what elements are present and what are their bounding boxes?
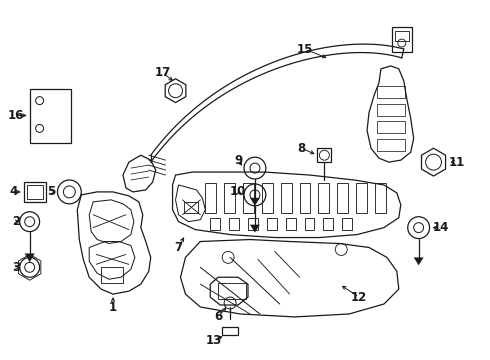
Text: 16: 16 <box>7 109 24 122</box>
Bar <box>377 86 405 98</box>
Text: 6: 6 <box>214 310 222 323</box>
Text: 4: 4 <box>10 185 18 198</box>
Bar <box>299 183 311 213</box>
Text: 9: 9 <box>234 154 242 167</box>
Bar <box>243 183 254 213</box>
Text: 5: 5 <box>48 185 56 198</box>
Bar <box>262 183 273 213</box>
Bar <box>318 148 331 162</box>
Text: 3: 3 <box>12 261 20 274</box>
Text: 17: 17 <box>154 66 171 79</box>
Bar <box>377 121 405 133</box>
Bar <box>286 218 295 230</box>
Bar <box>337 183 348 213</box>
Bar <box>30 89 72 143</box>
Bar <box>377 104 405 116</box>
Bar <box>101 267 123 283</box>
Text: 14: 14 <box>432 221 449 234</box>
Bar <box>318 183 329 213</box>
Bar <box>356 183 367 213</box>
Bar <box>305 218 315 230</box>
Text: 13: 13 <box>206 334 222 347</box>
Bar <box>281 183 292 213</box>
Bar <box>210 218 220 230</box>
Text: 8: 8 <box>297 142 306 155</box>
Polygon shape <box>24 253 35 262</box>
Bar <box>267 218 277 230</box>
Bar <box>375 183 386 213</box>
Bar <box>205 183 216 213</box>
Polygon shape <box>250 225 260 233</box>
Bar <box>26 185 43 199</box>
Bar <box>248 218 258 230</box>
Bar <box>184 202 198 213</box>
Bar <box>377 139 405 151</box>
Bar <box>323 218 333 230</box>
Bar <box>395 31 409 41</box>
Polygon shape <box>414 257 424 265</box>
Bar <box>24 182 46 202</box>
Bar <box>222 327 238 335</box>
Text: 7: 7 <box>174 241 183 254</box>
Text: 10: 10 <box>230 185 246 198</box>
Bar <box>224 183 235 213</box>
Text: 12: 12 <box>351 291 367 303</box>
Bar <box>342 218 352 230</box>
Polygon shape <box>250 198 260 206</box>
Bar <box>229 218 239 230</box>
Text: 15: 15 <box>296 42 313 55</box>
Bar <box>218 283 246 299</box>
Text: 1: 1 <box>109 301 117 314</box>
Text: 11: 11 <box>448 156 465 168</box>
Text: 2: 2 <box>12 215 20 228</box>
Bar <box>392 27 412 52</box>
